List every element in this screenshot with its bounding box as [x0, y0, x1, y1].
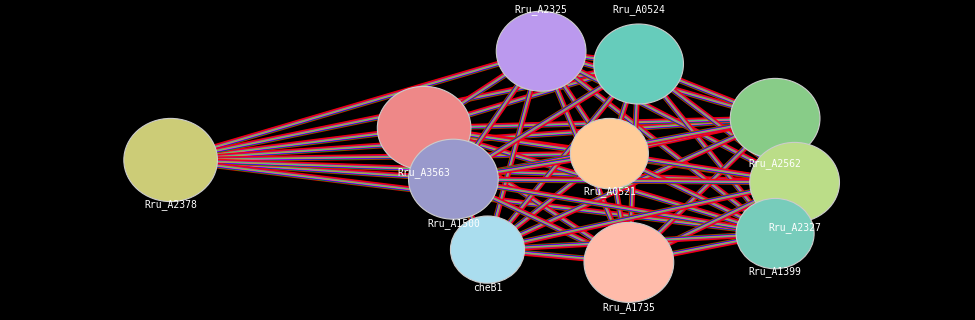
Text: Rru_A3563: Rru_A3563 — [398, 167, 450, 178]
Text: Rru_A0521: Rru_A0521 — [583, 187, 636, 197]
Ellipse shape — [594, 24, 683, 104]
Text: Rru_A1399: Rru_A1399 — [749, 267, 801, 277]
Ellipse shape — [409, 139, 498, 219]
Text: Rru_A2378: Rru_A2378 — [144, 199, 197, 210]
Text: Rru_A2325: Rru_A2325 — [515, 4, 567, 15]
Text: Rru_A1735: Rru_A1735 — [603, 302, 655, 313]
Ellipse shape — [730, 78, 820, 158]
Ellipse shape — [124, 118, 217, 202]
Ellipse shape — [450, 216, 525, 283]
Text: Rru_A0524: Rru_A0524 — [612, 4, 665, 15]
Text: Rru_A2562: Rru_A2562 — [749, 158, 801, 169]
Ellipse shape — [496, 11, 586, 91]
Ellipse shape — [750, 142, 839, 222]
Text: cheB1: cheB1 — [473, 283, 502, 293]
Text: Rru_A1500: Rru_A1500 — [427, 219, 480, 229]
Ellipse shape — [377, 86, 471, 170]
Text: Rru_A2327: Rru_A2327 — [768, 222, 821, 233]
Ellipse shape — [736, 198, 814, 269]
Ellipse shape — [584, 222, 674, 302]
Ellipse shape — [570, 118, 648, 189]
